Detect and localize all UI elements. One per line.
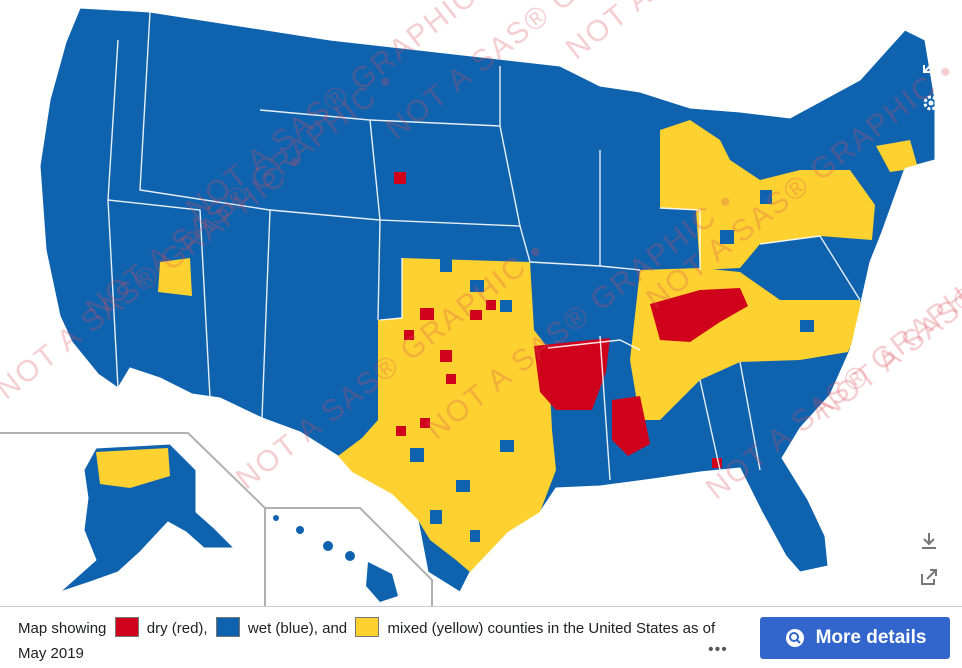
legend-label-dry: dry (red), bbox=[146, 620, 208, 637]
wet-county-islands bbox=[410, 190, 814, 542]
download-icon bbox=[922, 533, 936, 549]
magnifier-icon bbox=[785, 629, 804, 647]
caption-bar: Map showing dry (red), wet (blue), and m… bbox=[0, 606, 962, 668]
legend-swatch-wet bbox=[215, 617, 240, 637]
legend-label-wet: wet (blue), and bbox=[247, 620, 348, 637]
us-dry-counties-map bbox=[0, 7, 936, 606]
more-options-button[interactable]: ••• bbox=[708, 641, 728, 658]
legend-label-mixed: mixed (yellow) counties in the United St… bbox=[18, 620, 716, 662]
hawaii bbox=[273, 515, 398, 602]
region-mixed-south-central bbox=[338, 258, 556, 572]
map-caption: Map showing dry (red), wet (blue), and m… bbox=[18, 616, 738, 666]
caption-prefix: Map showing bbox=[18, 620, 107, 637]
state-borders bbox=[107, 11, 861, 481]
more-details-label: More details bbox=[815, 627, 927, 648]
region-dry-kentucky bbox=[650, 288, 748, 342]
region-dry-arkansas bbox=[534, 338, 610, 410]
share-button[interactable] bbox=[916, 564, 942, 590]
legend-swatch-mixed bbox=[355, 617, 380, 637]
region-mixed-utah bbox=[158, 258, 192, 296]
close-button[interactable] bbox=[918, 14, 944, 40]
settings-button[interactable] bbox=[918, 90, 944, 116]
expand-icon bbox=[923, 57, 939, 73]
region-mixed-northeast bbox=[876, 140, 918, 172]
close-icon bbox=[922, 18, 940, 36]
gear-icon bbox=[923, 95, 939, 111]
alaska-mixed bbox=[96, 448, 170, 488]
share-icon bbox=[921, 569, 937, 585]
inset-frame-hawaii bbox=[265, 507, 433, 606]
fullscreen-button[interactable] bbox=[918, 52, 944, 78]
inset-frame-alaska bbox=[0, 432, 266, 606]
more-details-button[interactable]: More details bbox=[760, 617, 950, 659]
map-area: NOT A SAS® GRAPHIC • NOT A SAS® GRAPHIC … bbox=[0, 0, 962, 606]
download-button[interactable] bbox=[916, 528, 942, 554]
region-dry-mississippi bbox=[612, 396, 650, 456]
dry-county-specks bbox=[394, 172, 722, 468]
legend-swatch-dry bbox=[114, 617, 139, 637]
